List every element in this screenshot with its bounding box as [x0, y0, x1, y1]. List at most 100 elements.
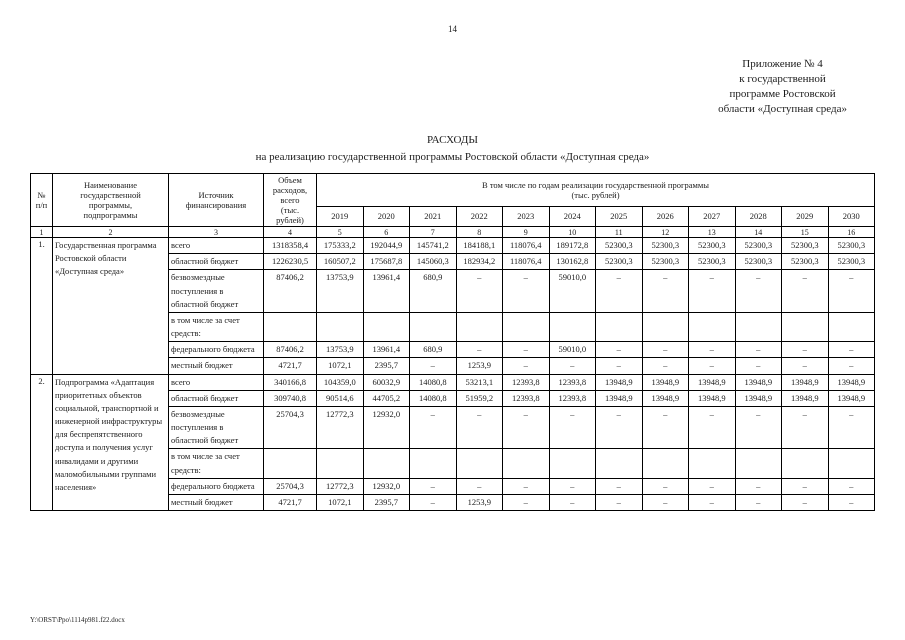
year-value-cell: – [595, 477, 643, 495]
year-value-cell: 12932,0 [362, 405, 410, 450]
total-volume-cell: 4721,7 [263, 493, 317, 512]
year-header: 2024 [548, 205, 596, 228]
column-number: 9 [502, 226, 550, 238]
year-value-cell: – [641, 493, 689, 512]
year-header: 2028 [734, 205, 782, 228]
year-value-cell: 13753,9 [316, 341, 364, 359]
year-value-cell: 12393,8 [548, 373, 596, 391]
year-value-cell: 52300,3 [734, 253, 782, 271]
year-value-cell: – [734, 341, 782, 359]
year-value-cell: – [595, 341, 643, 359]
column-number: 4 [263, 226, 317, 238]
table-header-row: № п/п Наименование государственной прогр… [30, 173, 875, 227]
year-value-cell: – [688, 357, 736, 375]
table-row: в том числе за счет средств: [31, 311, 875, 343]
funding-source-cell: областной бюджет [168, 253, 264, 271]
year-value-cell [688, 448, 736, 479]
year-value-cell: 160507,2 [316, 253, 364, 271]
header-num: № п/п [30, 173, 53, 227]
column-number: 15 [781, 226, 829, 238]
year-value-cell [548, 448, 596, 479]
row-number-cell: 2. [30, 373, 53, 512]
year-value-cell: – [781, 357, 829, 375]
year-value-cell: 52300,3 [595, 236, 643, 255]
year-value-cell: – [409, 493, 457, 512]
year-header: 2022 [455, 205, 503, 228]
column-number: 5 [316, 226, 364, 238]
year-value-cell: – [502, 269, 550, 313]
year-value-cell [362, 311, 410, 343]
total-volume-cell [263, 448, 317, 479]
year-value-cell: – [827, 405, 875, 450]
year-value-cell [781, 311, 829, 343]
year-value-cell [455, 448, 503, 479]
year-value-cell: – [409, 477, 457, 495]
year-value-cell: 13948,9 [734, 389, 782, 407]
year-value-cell: – [688, 405, 736, 450]
year-value-cell: – [641, 269, 689, 313]
funding-source-cell: федерального бюджета [168, 477, 264, 495]
year-value-cell [827, 311, 875, 343]
year-value-cell: 2395,7 [362, 493, 410, 512]
footer-file-path: Y:\ORST\Ppo\1114p981.f22.docx [30, 616, 125, 624]
funding-source-cell: областной бюджет [168, 389, 264, 407]
column-number: 6 [362, 226, 410, 238]
year-value-cell: 52300,3 [688, 236, 736, 255]
year-value-cell: – [548, 493, 596, 512]
year-value-cell: 52300,3 [827, 236, 875, 255]
year-value-cell: 12393,8 [502, 373, 550, 391]
year-value-cell: – [781, 341, 829, 359]
program-name-cell: Государственная программа Ростовской обл… [52, 237, 169, 375]
total-volume-cell [263, 311, 317, 343]
year-value-cell: – [595, 405, 643, 450]
year-value-cell [548, 311, 596, 343]
table-row: местный бюджет 4721,7 1072,1 2395,7–1253,9–… [31, 493, 875, 512]
year-value-cell: 145741,2 [409, 236, 457, 255]
year-value-cell: 53213,1 [455, 373, 503, 391]
year-value-cell: 175333,2 [316, 236, 364, 255]
year-value-cell: 104359,0 [316, 373, 364, 391]
year-value-cell: – [455, 269, 503, 313]
year-value-cell: – [734, 477, 782, 495]
year-value-cell: 13948,9 [827, 373, 875, 391]
year-value-cell: – [548, 405, 596, 450]
year-value-cell: – [502, 341, 550, 359]
expenses-table-wrapper: № п/п Наименование государственной прогр… [30, 173, 875, 512]
funding-source-cell: федерального бюджета [168, 341, 264, 359]
year-value-cell [595, 311, 643, 343]
year-value-cell: – [734, 357, 782, 375]
year-value-cell: 52300,3 [688, 253, 736, 271]
years-header-row: 2019 2020 2021 2022 2023 2024 2025 2026 2027 2028… [31, 205, 875, 228]
page-number: 14 [448, 24, 457, 34]
year-header: 2023 [502, 205, 550, 228]
total-volume-cell: 340166,8 [263, 373, 317, 391]
total-volume-cell: 25704,3 [263, 405, 317, 450]
total-volume-cell: 1318358,4 [263, 236, 317, 255]
year-value-cell [781, 448, 829, 479]
year-value-cell: – [734, 493, 782, 512]
table-row: в том числе за счет средств: [31, 448, 875, 479]
year-value-cell: – [548, 477, 596, 495]
year-header: 2019 [316, 205, 364, 228]
year-value-cell: 182934,2 [455, 253, 503, 271]
year-value-cell: 1253,9 [455, 493, 503, 512]
year-value-cell: – [641, 357, 689, 375]
year-value-cell: 13948,9 [688, 373, 736, 391]
year-value-cell: – [595, 493, 643, 512]
year-header: 2020 [362, 205, 410, 228]
table-row: федерального бюджета 25704,3 12772,3 12932,… [31, 477, 875, 495]
year-value-cell: 12772,3 [316, 405, 364, 450]
year-value-cell: – [781, 493, 829, 512]
year-value-cell: – [502, 477, 550, 495]
funding-source-cell: местный бюджет [168, 493, 264, 512]
header-volume: Объем расходов, всего (тыс. рублей) [263, 173, 317, 227]
table-row: областной бюджет 1226230,5 160507,2 175687,… [31, 253, 875, 271]
column-number: 8 [455, 226, 503, 238]
column-number: 13 [688, 226, 736, 238]
year-value-cell: 52300,3 [734, 236, 782, 255]
year-header: 2027 [688, 205, 736, 228]
year-value-cell: – [781, 477, 829, 495]
year-value-cell: – [688, 477, 736, 495]
column-numbers-row: 1 2 3 4 5 6 7 8 9 10 11 12 13 14 15 16 [30, 226, 875, 238]
year-value-cell [734, 448, 782, 479]
